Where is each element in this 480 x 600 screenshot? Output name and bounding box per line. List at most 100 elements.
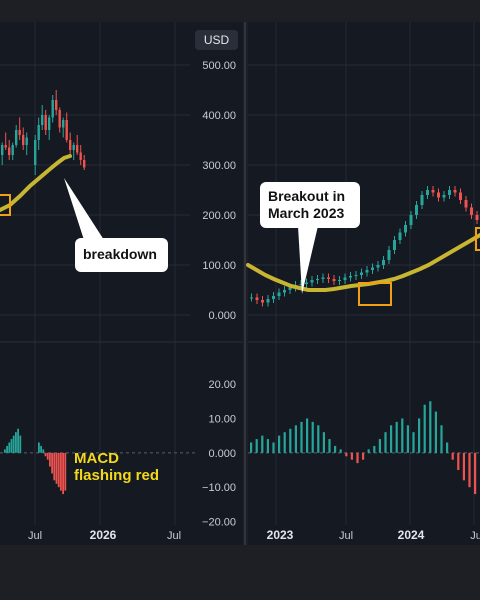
right-macd-bar — [474, 452, 477, 495]
left-macd-bar — [53, 452, 56, 481]
right-macd-bar — [429, 401, 432, 453]
right-macd-bar — [306, 418, 309, 453]
left-macd-tick-label: 20.00 — [208, 379, 236, 391]
left-candle — [51, 100, 54, 118]
right-candle — [250, 297, 253, 299]
right-macd-bar — [395, 421, 398, 453]
right-candle — [261, 300, 264, 303]
right-chart-panel: 2023 Jul 2024 Ju — [244, 22, 480, 545]
left-macd-bar — [10, 439, 13, 453]
right-macd-bar — [401, 418, 404, 453]
left-panel-background — [0, 22, 243, 545]
left-macd-bar — [57, 452, 60, 488]
right-candle — [431, 190, 435, 193]
right-macd-bar — [362, 452, 365, 460]
right-macd-bar — [468, 452, 471, 488]
left-macd-bar — [64, 452, 67, 491]
right-candle — [288, 287, 292, 290]
right-macd-bar — [261, 435, 264, 453]
left-chart-panel: 500.00 400.00 300.00 200.00 100.00 0.000 20.00… — [0, 22, 243, 545]
left-macd-bar — [8, 442, 11, 453]
left-price-tick-label: 200.00 — [202, 210, 236, 222]
breakout-callout: Breakout in March 2023 — [260, 182, 360, 228]
right-macd-bar — [311, 421, 314, 453]
right-candle — [453, 190, 457, 193]
left-candle — [79, 152, 82, 160]
left-macd-bar — [38, 442, 40, 453]
right-macd-bar — [434, 411, 437, 453]
right-candle — [332, 279, 336, 281]
right-candle — [420, 195, 424, 205]
right-macd-bar — [289, 428, 292, 453]
left-macd-bar — [55, 452, 58, 484]
right-candle — [338, 280, 341, 281]
left-macd-bar — [19, 435, 22, 453]
left-macd-tick-label: −20.00 — [202, 517, 236, 529]
macd-annotation: MACD flashing red — [74, 450, 160, 484]
left-candle — [83, 160, 86, 168]
left-candle — [4, 145, 7, 148]
right-macd-bar — [384, 432, 387, 453]
right-macd-bar — [378, 439, 381, 453]
right-candle — [475, 215, 479, 220]
left-candle — [34, 140, 37, 165]
right-macd-bar — [390, 425, 393, 453]
left-macd-bar — [15, 432, 17, 453]
right-macd-bar — [446, 442, 449, 453]
right-candle — [283, 290, 286, 293]
left-candle — [69, 140, 72, 150]
right-candle — [426, 190, 429, 195]
left-price-tick-label: 400.00 — [202, 110, 236, 122]
left-macd-bar — [40, 445, 42, 453]
left-candle — [37, 125, 40, 140]
right-candle — [415, 205, 418, 215]
left-x-tick-label: Jul — [167, 530, 181, 542]
left-macd-bar — [60, 452, 62, 491]
right-macd-bar — [356, 452, 359, 464]
right-candle — [470, 207, 473, 215]
right-candle — [266, 299, 270, 303]
left-macd-bar — [44, 452, 47, 457]
right-candle — [409, 215, 413, 225]
left-candle — [58, 110, 61, 128]
right-candle — [365, 270, 369, 273]
right-x-tick-label: 2023 — [267, 528, 294, 542]
left-candle — [11, 145, 14, 155]
left-macd-bar — [4, 449, 6, 453]
right-macd-bar — [373, 445, 376, 453]
left-macd-bar — [46, 452, 49, 460]
left-candle — [48, 117, 51, 130]
left-moving-average-line — [0, 154, 72, 212]
right-candle — [398, 232, 402, 240]
right-macd-bar — [250, 442, 253, 453]
left-macd-tick-label: 0.000 — [208, 448, 236, 460]
right-candle — [343, 277, 347, 280]
right-candle — [437, 192, 440, 198]
right-macd-bar — [283, 432, 286, 453]
right-candle — [371, 267, 374, 270]
right-macd-bar — [317, 425, 320, 453]
left-macd-bar — [62, 452, 64, 495]
left-candle — [76, 145, 79, 153]
left-candle — [8, 147, 11, 155]
left-candle — [41, 115, 44, 125]
right-candle — [387, 250, 391, 260]
left-candle — [25, 137, 28, 145]
left-candle — [1, 145, 4, 155]
left-macd-bar — [51, 452, 53, 474]
left-macd-bar — [6, 445, 8, 453]
right-x-tick-label: Jul — [339, 530, 353, 542]
left-x-tick-label: 2026 — [90, 528, 117, 542]
right-macd-bar — [294, 425, 297, 453]
left-candle — [55, 100, 58, 110]
left-candle — [44, 115, 47, 130]
left-price-tick-label: 500.00 — [202, 60, 236, 72]
right-macd-bar — [367, 449, 370, 453]
right-highlight-box — [358, 282, 392, 306]
left-candle — [72, 145, 75, 150]
breakout-callout-pointer — [298, 226, 318, 294]
left-macd-bar — [12, 435, 15, 453]
right-candle — [277, 292, 281, 296]
right-edge-highlight-box — [475, 227, 480, 251]
